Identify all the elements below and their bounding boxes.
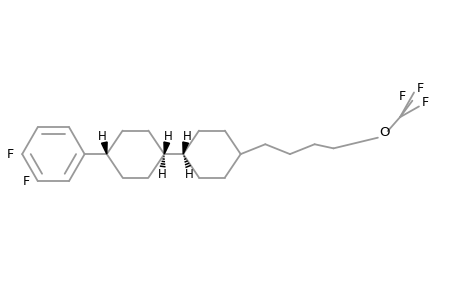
Text: O: O (378, 126, 389, 139)
Text: F: F (398, 90, 405, 103)
Polygon shape (163, 142, 169, 154)
Text: F: F (421, 96, 428, 109)
Text: H: H (98, 130, 107, 142)
Text: H: H (185, 168, 194, 181)
Text: F: F (416, 82, 423, 95)
Text: H: H (164, 130, 173, 142)
Polygon shape (101, 142, 107, 154)
Text: H: H (158, 168, 167, 181)
Polygon shape (182, 142, 188, 154)
Text: F: F (22, 175, 30, 188)
Text: H: H (183, 130, 191, 142)
Text: F: F (7, 148, 14, 160)
